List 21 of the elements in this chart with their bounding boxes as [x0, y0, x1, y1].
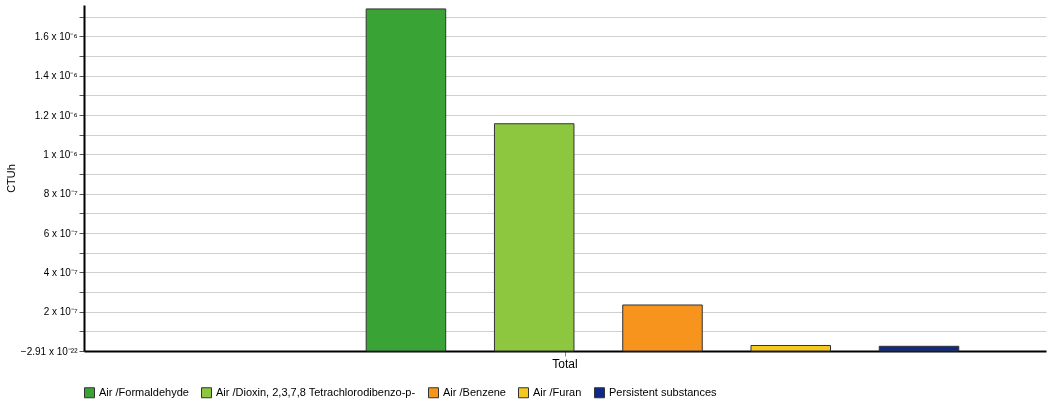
y-tick-label: 2 x 10⁻⁷ [43, 306, 78, 318]
legend-label: Air /Furan [533, 385, 582, 398]
bar [493, 123, 575, 352]
x-tick-label: Total [552, 356, 578, 371]
y-tick-label: 1.4 x 10⁻⁶ [34, 70, 78, 82]
y-tick-label: 6 x 10⁻⁷ [43, 227, 78, 239]
y-axis-title: CTUh [4, 164, 17, 193]
bar [365, 8, 447, 352]
y-tick-label: −2.91 x 10⁻²² [20, 345, 79, 357]
y-tick-label: 8 x 10⁻⁷ [43, 188, 78, 200]
y-tick-label: 4 x 10⁻⁷ [43, 266, 78, 278]
y-tick-label: 1.2 x 10⁻⁶ [34, 109, 78, 121]
bar [750, 345, 832, 352]
legend-label: Air /Formaldehyde [99, 385, 189, 398]
y-tick-label: 1.6 x 10⁻⁶ [34, 30, 78, 42]
legend-label: Persistent substances [609, 385, 718, 398]
bar [878, 345, 960, 352]
legend-label: Air /Dioxin, 2,3,7,8 Tetrachlorodibenzo-p- [216, 385, 416, 398]
legend-label: Air /Benzene [443, 385, 506, 398]
bar [622, 304, 703, 352]
y-tick-label: 1 x 10⁻⁶ [43, 148, 78, 160]
